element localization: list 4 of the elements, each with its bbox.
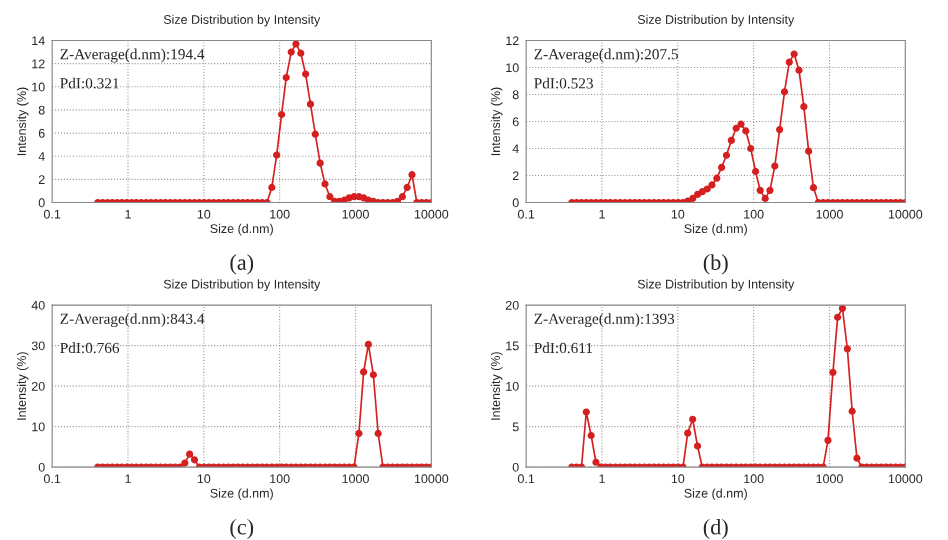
text: (c) [230, 518, 254, 540]
text: (a) [230, 254, 254, 275]
text: (d) [703, 518, 728, 540]
text: (b) [703, 254, 728, 275]
